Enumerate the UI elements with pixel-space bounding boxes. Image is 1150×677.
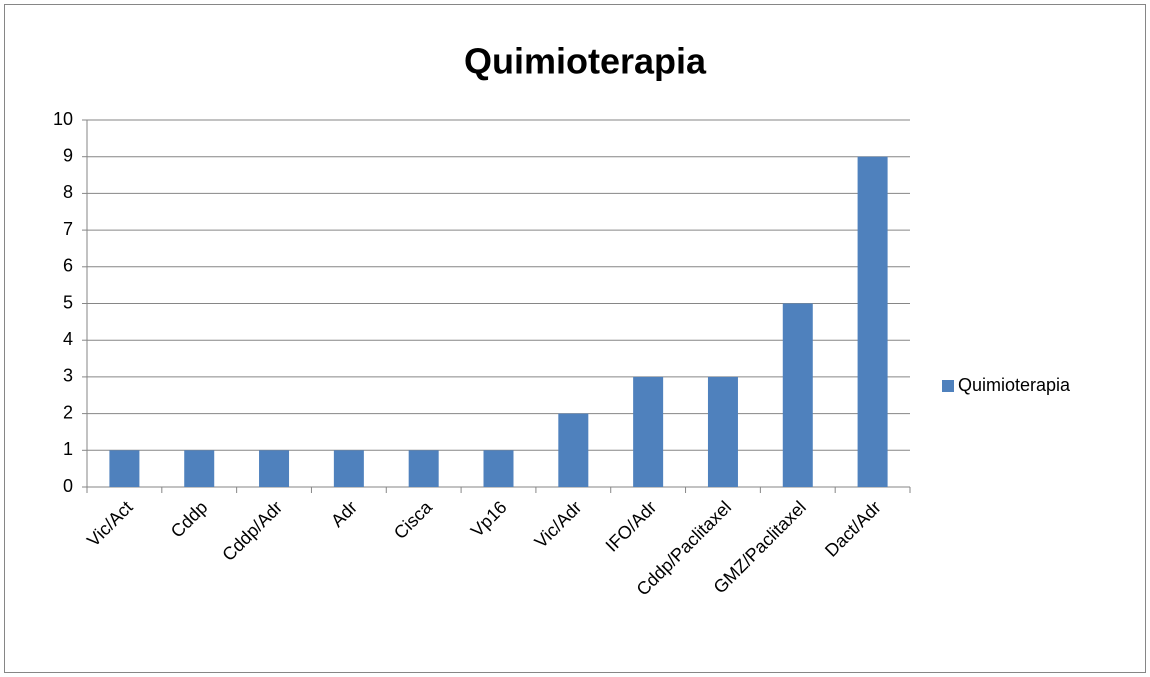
chart-border bbox=[4, 4, 1146, 673]
bar bbox=[633, 376, 664, 487]
chart-title: Quimioterapia bbox=[464, 41, 707, 82]
y-tick-label: 3 bbox=[63, 366, 73, 386]
y-tick-label: 2 bbox=[63, 402, 73, 422]
bar bbox=[483, 450, 514, 487]
bar bbox=[707, 376, 738, 487]
y-tick-label: 8 bbox=[63, 182, 73, 202]
bar bbox=[184, 450, 215, 487]
y-tick-label: 1 bbox=[63, 439, 73, 459]
y-tick-label: 9 bbox=[63, 145, 73, 165]
bar bbox=[333, 450, 364, 487]
bar bbox=[408, 450, 439, 487]
bar bbox=[782, 303, 813, 487]
y-tick-label: 5 bbox=[63, 292, 73, 312]
bar bbox=[857, 156, 888, 487]
y-tick-label: 6 bbox=[63, 256, 73, 276]
y-tick-label: 7 bbox=[63, 219, 73, 239]
legend-swatch bbox=[942, 380, 954, 392]
legend-label: Quimioterapia bbox=[958, 375, 1071, 395]
y-tick-label: 0 bbox=[63, 476, 73, 496]
bar bbox=[109, 450, 140, 487]
bar bbox=[558, 413, 589, 487]
bar bbox=[259, 450, 290, 487]
y-tick-label: 4 bbox=[63, 329, 73, 349]
y-tick-label: 10 bbox=[53, 109, 73, 129]
